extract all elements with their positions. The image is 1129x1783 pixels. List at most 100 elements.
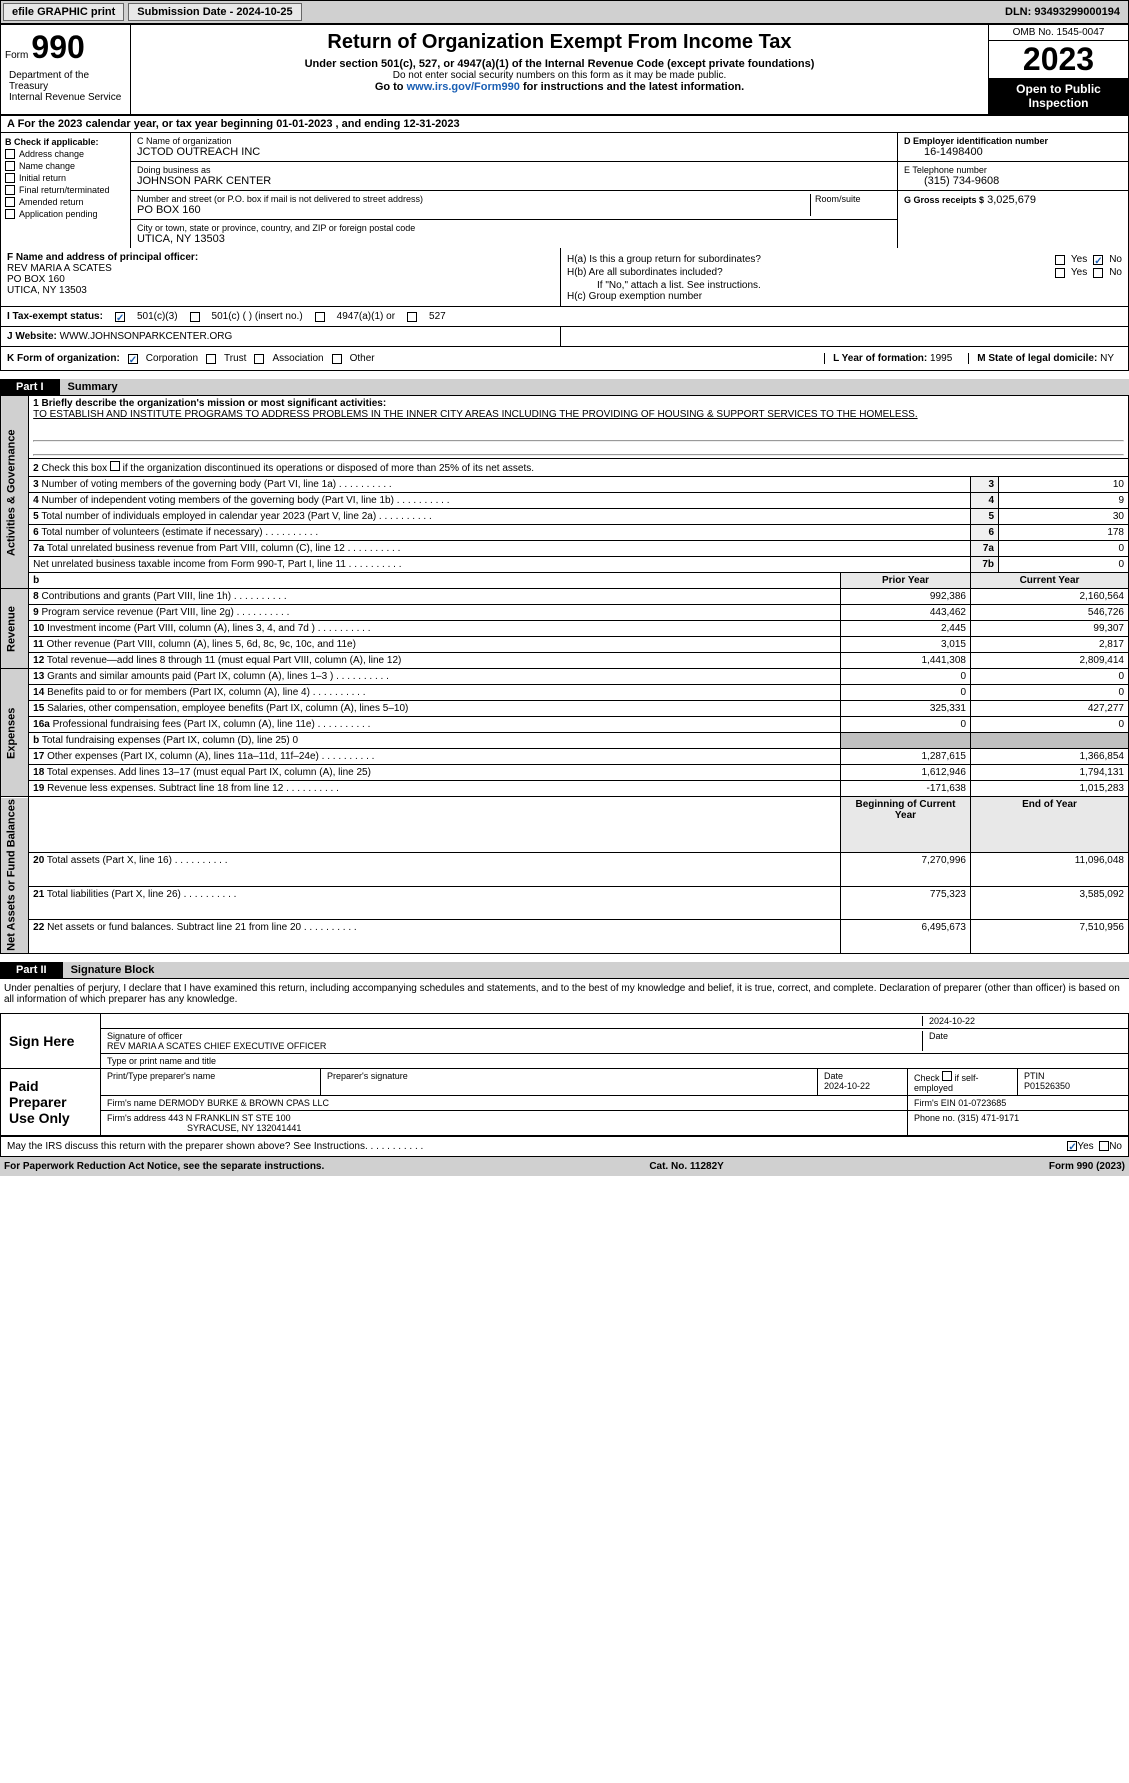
omb-number: OMB No. 1545-0047 <box>989 25 1128 41</box>
hb-note: If "No," attach a list. See instructions… <box>567 280 1122 291</box>
ssn-note: Do not enter social security numbers on … <box>137 70 982 81</box>
cat-number: Cat. No. 11282Y <box>649 1161 723 1172</box>
part-1-header: Part I Summary <box>0 379 1129 395</box>
tax-exempt-label: I Tax-exempt status: <box>7 311 103 322</box>
section-a-tax-year: A For the 2023 calendar year, or tax yea… <box>0 115 1129 133</box>
form-ref: Form 990 (2023) <box>1049 1161 1125 1172</box>
check-discontinued[interactable] <box>110 461 120 471</box>
state-domicile-label: M State of legal domicile: <box>977 353 1097 364</box>
officer-sig-name: REV MARIA A SCATES CHIEF EXECUTIVE OFFIC… <box>107 1041 326 1051</box>
irs-link[interactable]: www.irs.gov/Form990 <box>407 81 520 93</box>
beginning-year-header: Beginning of Current Year <box>841 797 971 853</box>
check-application-pending[interactable]: Application pending <box>5 209 126 219</box>
check-address-change[interactable]: Address change <box>5 149 126 159</box>
efile-button[interactable]: efile GRAPHIC print <box>3 3 124 21</box>
officer-label: F Name and address of principal officer: <box>7 252 554 263</box>
form-title: Return of Organization Exempt From Incom… <box>137 31 982 54</box>
firm-addr2: SYRACUSE, NY 132041441 <box>107 1123 301 1133</box>
check-other[interactable] <box>332 354 342 364</box>
check-corporation[interactable] <box>128 354 138 364</box>
ein: 16-1498400 <box>904 146 1122 158</box>
check-association[interactable] <box>254 354 264 364</box>
ha-yes[interactable] <box>1055 255 1065 265</box>
ha-no[interactable] <box>1093 255 1103 265</box>
org-name-label: C Name of organization <box>137 136 891 146</box>
check-final-return[interactable]: Final return/terminated <box>5 185 126 195</box>
org-name: JCTOD OUTREACH INC <box>137 146 891 158</box>
sections-bcd: B Check if applicable: Address change Na… <box>0 133 1129 248</box>
phone-label: E Telephone number <box>904 165 1122 175</box>
discuss-yes[interactable] <box>1067 1141 1077 1151</box>
dept-treasury: Department of the Treasury Internal Reve… <box>5 66 126 107</box>
current-year-header: Current Year <box>971 573 1129 589</box>
form-subtitle: Under section 501(c), 527, or 4947(a)(1)… <box>137 58 982 70</box>
side-activities: Activities & Governance <box>1 396 29 589</box>
firm-ein: 01-0723685 <box>958 1098 1006 1108</box>
check-initial-return[interactable]: Initial return <box>5 173 126 183</box>
side-expenses: Expenses <box>1 669 29 797</box>
mission-text: TO ESTABLISH AND INSTITUTE PROGRAMS TO A… <box>33 409 1124 420</box>
summary-table: Activities & Governance 1 Briefly descri… <box>0 395 1129 954</box>
sign-date: 2024-10-22 <box>922 1016 1122 1026</box>
submission-date: Submission Date - 2024-10-25 <box>128 3 301 21</box>
paid-preparer-label: Paid Preparer Use Only <box>1 1069 101 1135</box>
signature-block: Sign Here 2024-10-22 Signature of office… <box>0 1013 1129 1137</box>
instructions-link: Go to www.irs.gov/Form990 for instructio… <box>137 81 982 93</box>
row-5: 5 Total number of individuals employed i… <box>1 509 1129 525</box>
preparer-sig-label: Preparer's signature <box>321 1069 818 1095</box>
row-4: 4 Number of independent voting members o… <box>1 493 1129 509</box>
part-2-title: Signature Block <box>63 962 1129 978</box>
part-2-num: Part II <box>0 962 63 978</box>
officer-city: UTICA, NY 13503 <box>7 285 554 296</box>
website-url[interactable]: WWW.JOHNSONPARKCENTER.ORG <box>60 331 233 342</box>
year-formation-label: L Year of formation: <box>833 353 927 364</box>
room-label: Room/suite <box>815 194 891 204</box>
check-trust[interactable] <box>206 354 216 364</box>
self-employed-check[interactable]: Check if self-employed <box>908 1069 1018 1095</box>
preparer-name-label: Print/Type preparer's name <box>101 1069 321 1095</box>
mission-label: 1 Briefly describe the organization's mi… <box>33 398 1124 409</box>
ha-label: H(a) Is this a group return for subordin… <box>567 254 1049 265</box>
check-527[interactable] <box>407 312 417 322</box>
discuss-row: May the IRS discuss this return with the… <box>0 1137 1129 1157</box>
part-1-title: Summary <box>60 379 1129 395</box>
phone: (315) 734-9608 <box>904 175 1122 187</box>
section-i: I Tax-exempt status: 501(c)(3) 501(c) ( … <box>0 307 1129 327</box>
form-label: Form <box>5 50 28 61</box>
ptin: P01526350 <box>1024 1081 1070 1091</box>
public-inspection: Open to Public Inspection <box>989 78 1128 114</box>
website-label: J Website: <box>7 331 57 342</box>
firm-phone: (315) 471-9171 <box>958 1113 1020 1123</box>
discuss-no[interactable] <box>1099 1141 1109 1151</box>
row-7b: Net unrelated business taxable income fr… <box>1 557 1129 573</box>
check-501c3[interactable] <box>115 312 125 322</box>
state-domicile: NY <box>1100 353 1114 364</box>
preparer-date: 2024-10-22 <box>824 1081 870 1091</box>
sig-officer-label: Signature of officer <box>107 1031 182 1041</box>
street-label: Number and street (or P.O. box if mail i… <box>137 194 806 204</box>
tax-year: 2023 <box>989 41 1128 78</box>
topbar: efile GRAPHIC print Submission Date - 20… <box>0 0 1129 24</box>
form-header: Form 990 Department of the Treasury Inte… <box>0 24 1129 115</box>
city: UTICA, NY 13503 <box>137 233 891 245</box>
dln: DLN: 93493299000194 <box>997 6 1128 18</box>
type-name-label: Type or print name and title <box>107 1056 216 1066</box>
side-revenue: Revenue <box>1 589 29 669</box>
hb-yes[interactable] <box>1055 268 1065 278</box>
hb-no[interactable] <box>1093 268 1103 278</box>
date-label: Date <box>922 1031 1122 1051</box>
check-name-change[interactable]: Name change <box>5 161 126 171</box>
city-label: City or town, state or province, country… <box>137 223 891 233</box>
end-year-header: End of Year <box>971 797 1129 853</box>
hc-label: H(c) Group exemption number <box>567 291 1122 302</box>
penalties-statement: Under penalties of perjury, I declare th… <box>0 978 1129 1009</box>
check-4947[interactable] <box>315 312 325 322</box>
sections-klm: K Form of organization: Corporation Trus… <box>0 347 1129 371</box>
officer-street: PO BOX 160 <box>7 274 554 285</box>
hb-label: H(b) Are all subordinates included? <box>567 267 1049 278</box>
sections-fh: F Name and address of principal officer:… <box>0 248 1129 307</box>
check-501c[interactable] <box>190 312 200 322</box>
side-net-assets: Net Assets or Fund Balances <box>1 797 29 954</box>
check-amended[interactable]: Amended return <box>5 197 126 207</box>
section-b-label: B Check if applicable: <box>5 137 126 147</box>
